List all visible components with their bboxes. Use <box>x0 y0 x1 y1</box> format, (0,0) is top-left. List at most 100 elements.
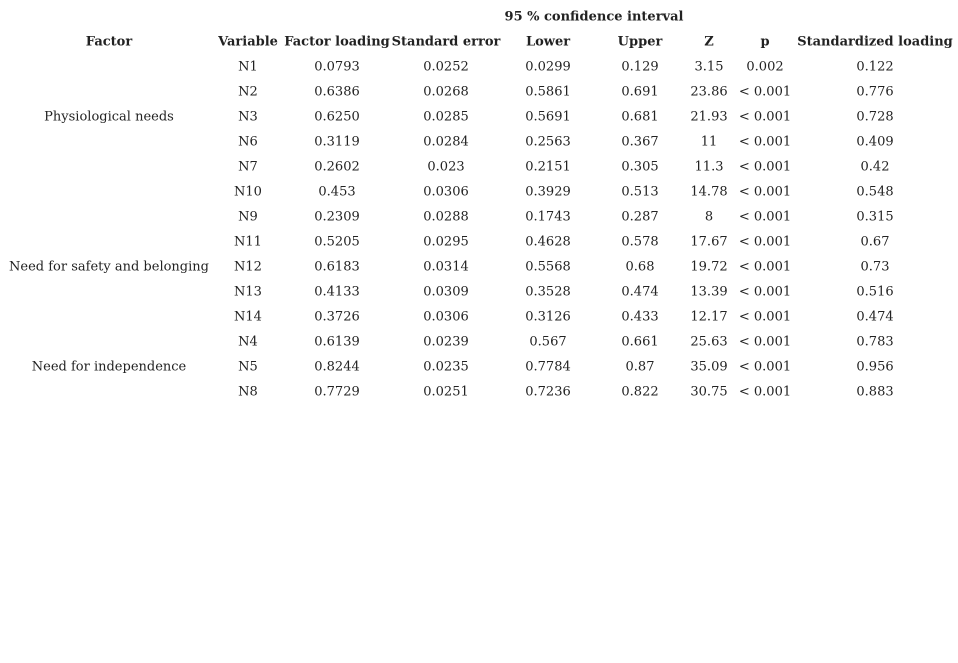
table-cell: 0.822 <box>621 384 659 400</box>
table-cell: N4 <box>238 334 258 350</box>
table-cell: 0.6250 <box>314 109 360 125</box>
table-cell: N1 <box>238 59 258 75</box>
table-cell: 0.0284 <box>423 134 469 150</box>
table-cell: 0.5691 <box>525 109 571 125</box>
table-cell: 14.78 <box>690 184 728 200</box>
table-cell: N12 <box>234 259 262 275</box>
table-cell: N11 <box>234 234 262 250</box>
table-cell: < 0.001 <box>738 359 792 375</box>
table-cell: 0.2563 <box>525 134 571 150</box>
table-cell: 0.567 <box>529 334 567 350</box>
table-cell: 0.122 <box>856 59 894 75</box>
column-header: Upper <box>617 34 663 50</box>
column-header: Factor loading <box>284 34 390 50</box>
table-cell: N14 <box>234 309 262 325</box>
table-cell: 0.287 <box>621 209 659 225</box>
table-cell: N10 <box>234 184 262 200</box>
factor-label: Need for safety and belonging <box>9 259 209 275</box>
table-cell: < 0.001 <box>738 284 792 300</box>
table-cell: 23.86 <box>690 84 728 100</box>
table-cell: < 0.001 <box>738 159 792 175</box>
table-cell: 0.1743 <box>525 209 571 225</box>
table-cell: < 0.001 <box>738 384 792 400</box>
table-cell: 0.3119 <box>314 134 360 150</box>
table-cell: 0.548 <box>856 184 894 200</box>
table-cell: 0.023 <box>427 159 465 175</box>
table-cell: 0.474 <box>621 284 659 300</box>
table-cell: N7 <box>238 159 258 175</box>
table-cell: 0.0268 <box>423 84 469 100</box>
table-cell: < 0.001 <box>738 109 792 125</box>
table-cell: 0.578 <box>621 234 659 250</box>
table-cell: 0.73 <box>860 259 890 275</box>
table-cell: 0.68 <box>625 259 655 275</box>
table-cell: 11.3 <box>694 159 724 175</box>
table-cell: 0.2151 <box>525 159 571 175</box>
table-cell: 0.6139 <box>314 334 360 350</box>
table-cell: 0.5861 <box>525 84 571 100</box>
table-cell: 0.661 <box>621 334 659 350</box>
table-cell: 0.6183 <box>314 259 360 275</box>
table-cell: < 0.001 <box>738 259 792 275</box>
table-cell: 0.0251 <box>423 384 469 400</box>
table-cell: < 0.001 <box>738 309 792 325</box>
table-cell: < 0.001 <box>738 84 792 100</box>
table-cell: 0.691 <box>621 84 659 100</box>
table-cell: 17.67 <box>690 234 728 250</box>
factor-label: Physiological needs <box>44 109 174 125</box>
table-cell: 0.002 <box>746 59 784 75</box>
table-cell: 0.516 <box>856 284 894 300</box>
table-cell: 12.17 <box>690 309 728 325</box>
table-cell: < 0.001 <box>738 209 792 225</box>
table-cell: 8 <box>704 209 714 225</box>
table-cell: < 0.001 <box>738 134 792 150</box>
table-cell: 0.3126 <box>525 309 571 325</box>
table-cell: 0.87 <box>625 359 655 375</box>
table-cell: 0.305 <box>621 159 659 175</box>
table-cell: < 0.001 <box>738 334 792 350</box>
table-cell: 0.6386 <box>314 84 360 100</box>
table-cell: 0.409 <box>856 134 894 150</box>
table-cell: 0.0309 <box>423 284 469 300</box>
table-cell: 25.63 <box>690 334 728 350</box>
table-cell: 0.7236 <box>525 384 571 400</box>
table-cell: 0.7729 <box>314 384 360 400</box>
table-cell: 0.433 <box>621 309 659 325</box>
table-cell: N3 <box>238 109 258 125</box>
table-cell: 0.5568 <box>525 259 571 275</box>
table-cell: 21.93 <box>690 109 728 125</box>
table-cell: 0.367 <box>621 134 659 150</box>
table-cell: 0.0235 <box>423 359 469 375</box>
column-header: p <box>760 34 770 50</box>
table-cell: 30.75 <box>690 384 728 400</box>
table-cell: 0.129 <box>621 59 659 75</box>
table-cell: 13.39 <box>690 284 728 300</box>
table-cell: 0.453 <box>318 184 356 200</box>
column-header: Factor <box>85 34 133 50</box>
table-cell: 0.0793 <box>314 59 360 75</box>
table-cell: 0.0314 <box>423 259 469 275</box>
table-cell: 0.0239 <box>423 334 469 350</box>
column-header: Standardized loading <box>797 34 953 50</box>
table-cell: 0.42 <box>860 159 890 175</box>
table-cell: 0.3726 <box>314 309 360 325</box>
table-cell: N5 <box>238 359 258 375</box>
table-cell: 0.67 <box>860 234 890 250</box>
table-cell: 0.783 <box>856 334 894 350</box>
table-cell: 0.0288 <box>423 209 469 225</box>
column-header: Standard error <box>391 34 501 50</box>
table-cell: 0.8244 <box>314 359 360 375</box>
table-cell: 0.474 <box>856 309 894 325</box>
factor-label: Need for independence <box>31 359 187 375</box>
table-cell: < 0.001 <box>738 184 792 200</box>
group-header: 95 % confidence interval <box>504 9 684 25</box>
table-cell: 19.72 <box>690 259 728 275</box>
table-cell: < 0.001 <box>738 234 792 250</box>
table-cell: 0.2309 <box>314 209 360 225</box>
table-cell: 0.0306 <box>423 309 469 325</box>
table-cell: 0.956 <box>856 359 894 375</box>
table-cell: 0.315 <box>856 209 894 225</box>
table-cell: 0.4133 <box>314 284 360 300</box>
table-cell: 0.0299 <box>525 59 571 75</box>
